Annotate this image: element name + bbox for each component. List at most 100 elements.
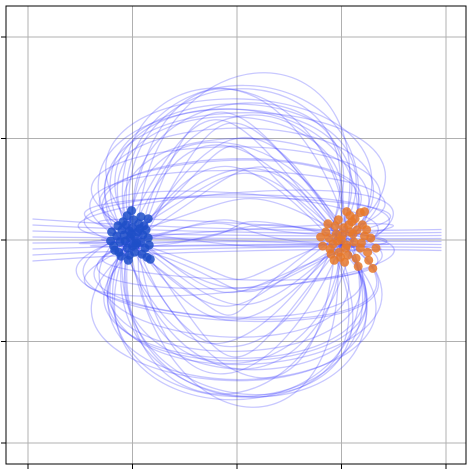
trajectory-line [83, 194, 391, 250]
trajectory-line [137, 111, 347, 250]
trajectory-line [82, 234, 379, 323]
trajectory-line [127, 229, 339, 408]
source-cluster [106, 206, 155, 265]
source-point [127, 206, 136, 216]
trajectory-line [89, 169, 386, 249]
trajectory-line [130, 172, 334, 234]
target-point [371, 243, 381, 253]
target-point [356, 238, 366, 248]
target-point [355, 208, 365, 218]
trajectory-line [125, 84, 360, 252]
trajectory-line [32, 236, 442, 240]
target-point [366, 233, 376, 243]
trajectory-lines [32, 72, 442, 408]
trajectory-line [75, 227, 378, 320]
trajectory-line [134, 166, 342, 239]
trajectory-line [101, 237, 379, 281]
trajectory-line [137, 165, 337, 244]
trajectory-line [126, 220, 343, 246]
source-point [116, 251, 126, 261]
source-point [123, 255, 133, 265]
trajectory-line [124, 198, 341, 235]
trajectory-line [137, 247, 333, 348]
trajectory-line [128, 224, 352, 248]
grid [6, 6, 466, 464]
trajectory-line [98, 218, 388, 248]
axis-ticks [1, 36, 447, 469]
trajectory-line [32, 240, 442, 244]
trajectory-line [116, 116, 344, 250]
trajectory-line [123, 137, 370, 246]
trajectory-line [132, 102, 345, 233]
trajectory-line [123, 242, 336, 345]
trajectory-line [107, 239, 377, 381]
target-point [323, 219, 333, 229]
source-point [124, 226, 134, 236]
target-point [342, 207, 352, 217]
target-point [363, 247, 373, 257]
trajectory-line [138, 222, 351, 246]
target-point [351, 253, 361, 263]
trajectory-line [114, 108, 359, 249]
trajectory-line [128, 231, 338, 316]
source-point [107, 227, 117, 237]
target-point [344, 220, 354, 230]
trajectory-line [132, 137, 343, 246]
trajectory-line [139, 122, 350, 248]
trajectory-line [98, 159, 360, 244]
target-point [332, 236, 342, 246]
target-point [348, 229, 358, 239]
trajectory-line [140, 240, 348, 294]
target-point [338, 230, 347, 240]
target-point [368, 263, 378, 273]
trajectory-line [109, 103, 357, 237]
trajectory-line [93, 238, 364, 319]
trajectory-line [32, 224, 442, 234]
trajectory-line [136, 233, 347, 375]
trajectory-line [106, 244, 368, 362]
trajectory-line [122, 119, 335, 235]
target-point [362, 225, 372, 235]
trajectory-line [132, 237, 335, 306]
trajectory-line [137, 233, 350, 248]
axes-frame [5, 5, 467, 465]
trajectory-line [120, 247, 367, 398]
source-point [144, 240, 154, 250]
trajectory-line [123, 243, 341, 293]
trajectory-line [104, 127, 375, 245]
trajectory-line [121, 87, 348, 244]
trajectory-line [135, 231, 343, 307]
trajectory-line [128, 145, 344, 244]
trajectory-line [136, 233, 350, 280]
trajectory-line [89, 242, 390, 248]
trajectory-line [111, 235, 364, 398]
target-point [364, 255, 374, 265]
trajectory-line [32, 243, 442, 250]
trajectory-line [32, 246, 442, 256]
trajectory-line [125, 141, 341, 243]
target-point [353, 261, 363, 271]
trajectory-line [125, 144, 346, 248]
source-point [106, 236, 116, 246]
trajectory-line [105, 98, 373, 241]
trajectory-line [137, 228, 342, 365]
trajectory-line [126, 230, 350, 398]
trajectory-line [109, 231, 383, 366]
trajectory-line [90, 241, 368, 382]
target-point [325, 244, 335, 254]
trajectory-line [137, 72, 351, 250]
trajectory-line [32, 230, 442, 237]
trajectory-line [97, 108, 353, 249]
trajectory-line [83, 230, 395, 297]
trajectory-line [121, 247, 354, 396]
trajectory-line [32, 248, 442, 262]
trajectory-line [103, 245, 366, 360]
target-point [343, 250, 353, 260]
trajectory-line [106, 233, 362, 352]
trajectory-line [90, 146, 381, 246]
trajectory-line [32, 218, 442, 232]
source-point [143, 233, 153, 243]
source-point [130, 232, 140, 242]
target-point [341, 243, 351, 253]
